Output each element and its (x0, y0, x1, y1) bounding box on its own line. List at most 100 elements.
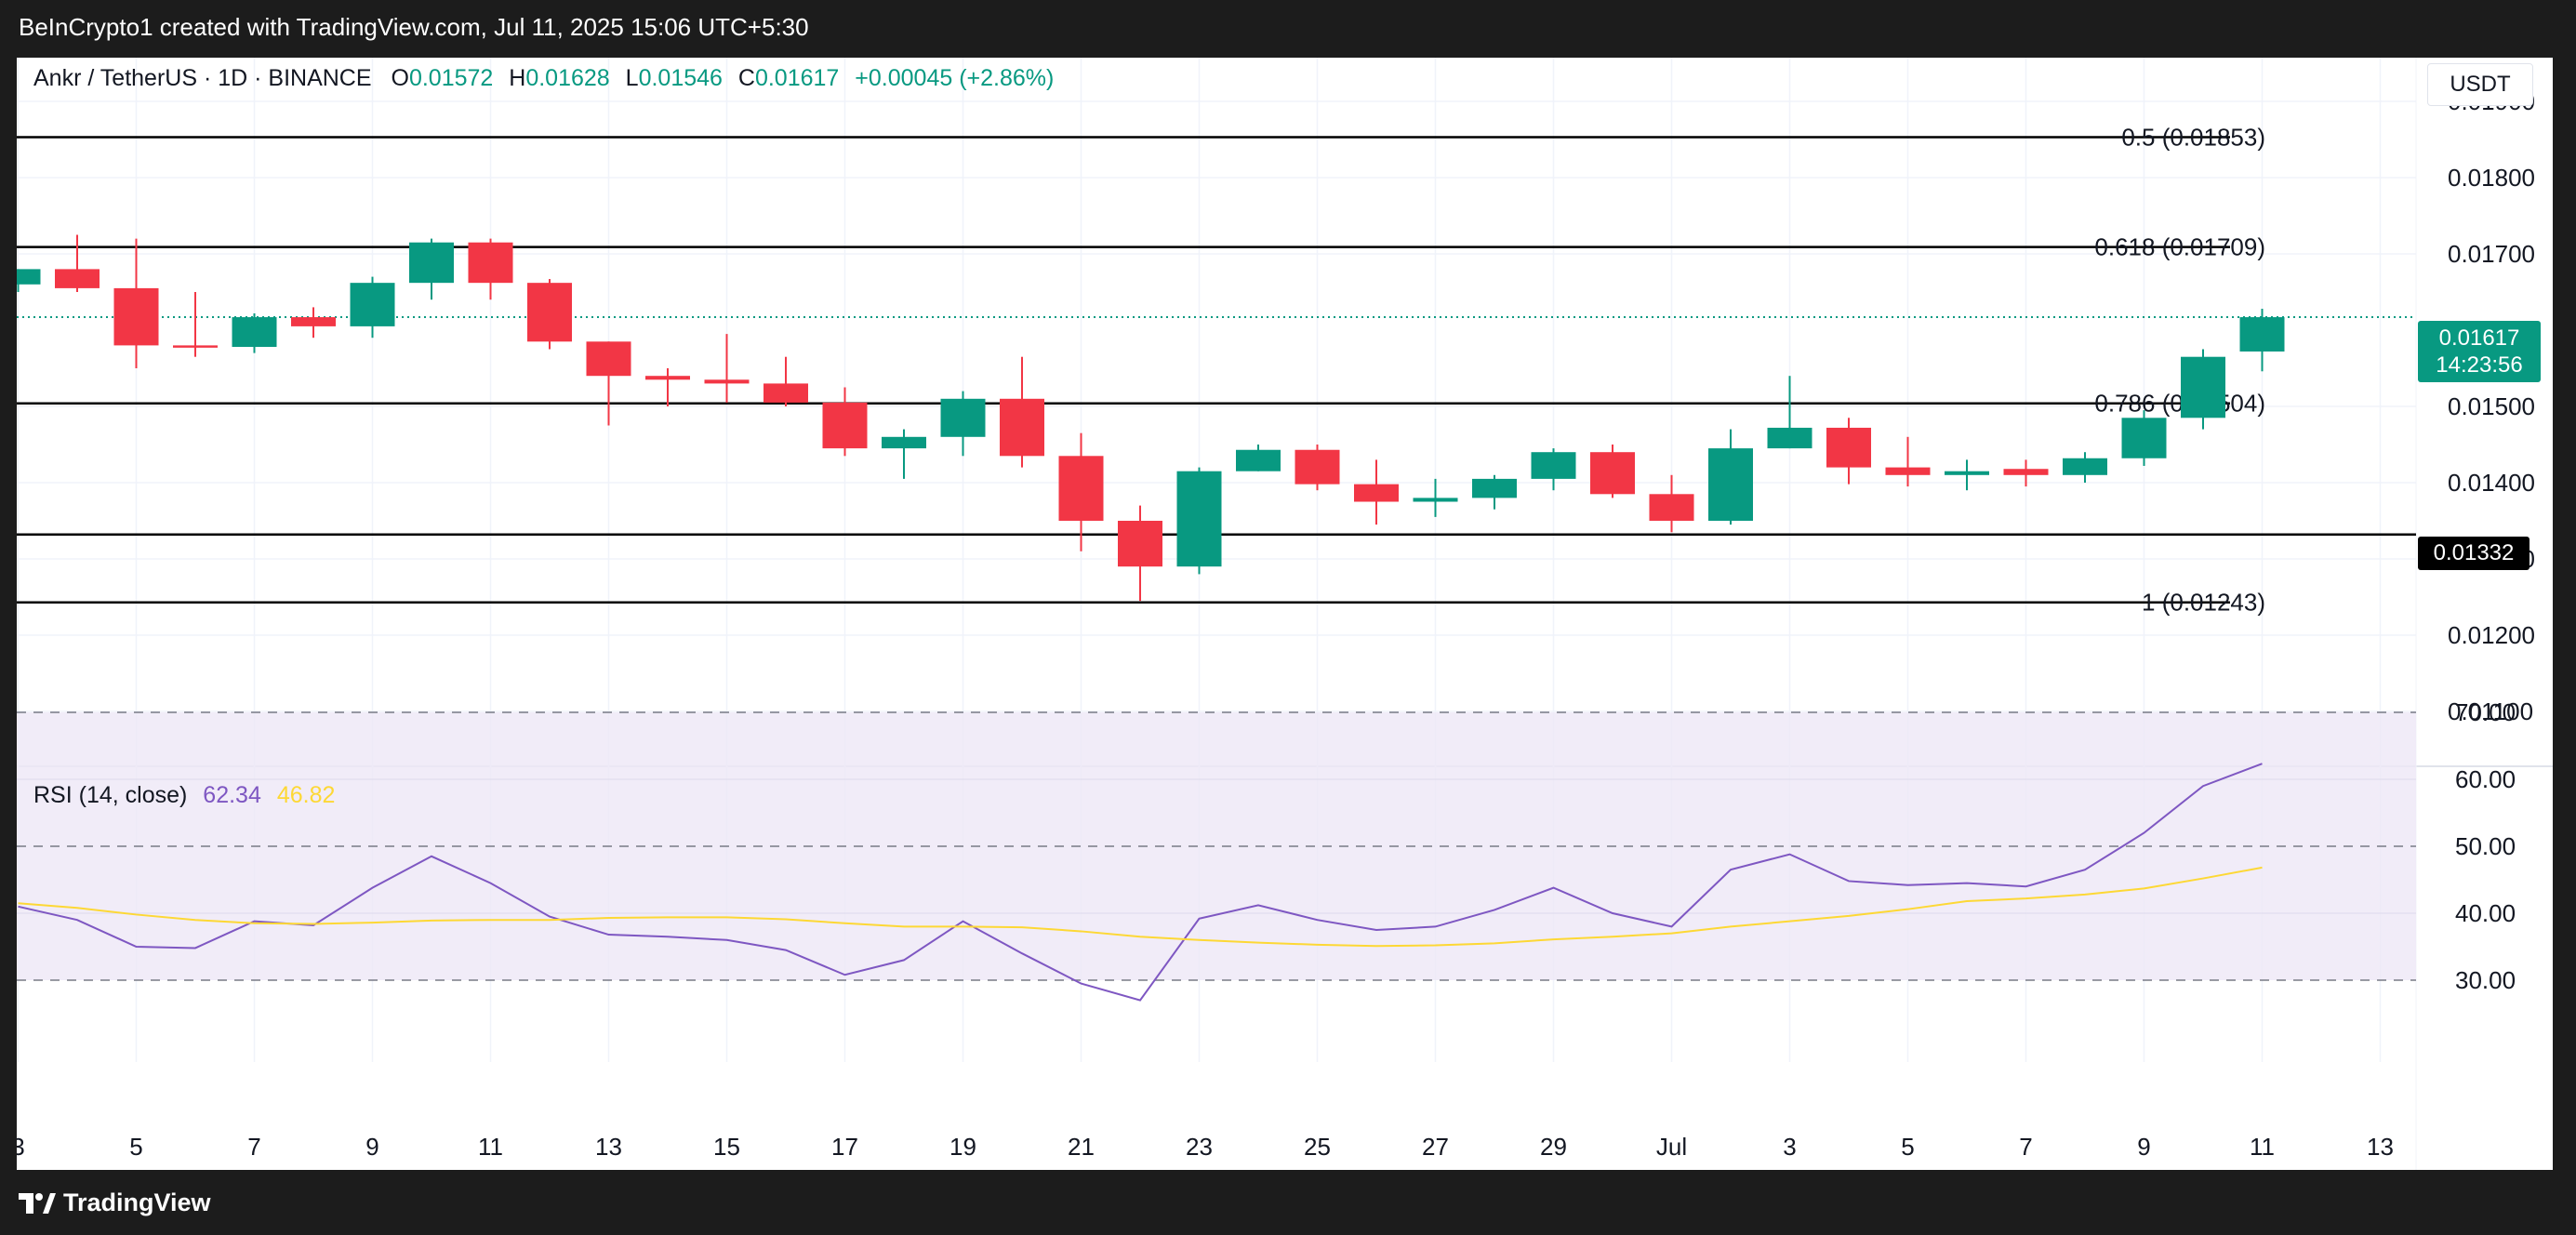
price-tick-label: 0.01100 (2448, 697, 2533, 725)
x-tick-label: 11 (478, 1133, 503, 1161)
tradingview-logo-text: TradingView (63, 1189, 211, 1216)
chart-panel[interactable]: 357911131517192123252729Jul357911130.019… (17, 58, 2553, 1170)
candle-body (113, 287, 159, 346)
rsi-label: RSI (14, close) (33, 782, 188, 808)
candle-body (1176, 471, 1222, 567)
x-tick-label: 9 (365, 1133, 378, 1161)
candle-body (527, 283, 572, 342)
candle-body (350, 283, 395, 326)
x-tick-label: 7 (247, 1133, 260, 1161)
fib-level-label: 0.5 (0.01853) (2121, 124, 2265, 152)
rsi-tick-label: 60.00 (2455, 765, 2516, 793)
open-value: 0.01572 (408, 65, 494, 91)
candle-body (1590, 452, 1635, 495)
x-tick-label: 25 (1304, 1133, 1331, 1161)
candle-body (586, 341, 631, 377)
candle-body (1118, 521, 1162, 567)
x-tick-label: 13 (595, 1133, 622, 1161)
candle-body (1767, 427, 1812, 449)
change-value: +0.00045 (+2.86%) (855, 65, 1055, 91)
x-tick-label: 27 (1422, 1133, 1449, 1161)
candle-body (1531, 452, 1576, 479)
price-tick-label: 0.01200 (2448, 621, 2535, 649)
candle-body (291, 317, 336, 326)
candle-body (468, 242, 513, 284)
last-price-badge: 0.01617 14:23:56 (2418, 321, 2541, 382)
currency-button[interactable]: USDT (2427, 63, 2533, 106)
candle-body (764, 383, 808, 403)
candle-body (1000, 398, 1044, 457)
line-price-badge: 0.01332 (2418, 537, 2530, 570)
x-tick-label: 19 (949, 1133, 976, 1161)
candle-body (1472, 478, 1517, 498)
candle-body (645, 376, 690, 380)
high-label: H (509, 65, 526, 91)
candle-body (882, 436, 926, 449)
tradingview-logo-icon (19, 1192, 56, 1214)
ohlc-legend: Ankr / TetherUS · 1D · BINANCE O0.01572 … (33, 65, 1054, 92)
candle-body (1236, 449, 1281, 471)
low-value: 0.01546 (638, 65, 723, 91)
fib-level-label: 1 (0.01243) (2142, 589, 2265, 617)
rsi-tick-label: 70.00 (2455, 698, 2516, 726)
fib-level-label: 0.618 (0.01709) (2094, 233, 2265, 261)
candle-body (1295, 449, 1340, 485)
candle-body (173, 345, 218, 348)
rsi-tick-label: 30.00 (2455, 966, 2516, 994)
line-price-value: 0.01332 (2433, 540, 2515, 565)
chart-canvas[interactable]: 357911131517192123252729Jul357911130.019… (17, 58, 2553, 1170)
candle-body (2181, 356, 2225, 418)
attribution-text: BeInCrypto1 created with TradingView.com… (19, 13, 809, 41)
candle-body (940, 398, 986, 437)
price-tick-label: 0.01500 (2448, 392, 2535, 420)
x-tick-label: 17 (831, 1133, 858, 1161)
last-price-value: 0.01617 (2438, 325, 2520, 351)
candle-body (1945, 471, 1989, 475)
rsi-tick-label: 40.00 (2455, 899, 2516, 927)
candle-body (2121, 418, 2167, 458)
x-tick-label: 21 (1068, 1133, 1095, 1161)
candle-body (822, 402, 868, 449)
price-tick-label: 0.01700 (2448, 240, 2535, 268)
x-tick-label: 23 (1186, 1133, 1213, 1161)
candle-body (1885, 467, 1931, 475)
rsi-tick-label: 50.00 (2455, 832, 2516, 860)
x-tick-label: 5 (1901, 1133, 1914, 1161)
bar-countdown: 14:23:56 (2436, 352, 2523, 378)
price-tick-label: 0.01400 (2448, 469, 2535, 497)
x-tick-label: 13 (2367, 1133, 2394, 1161)
rsi-line (18, 763, 2263, 1002)
open-label: O (391, 65, 409, 91)
candle-body (17, 269, 41, 285)
candle-body (2239, 317, 2285, 352)
candle-body (1708, 448, 1753, 521)
top-bar: BeInCrypto1 created with TradingView.com… (0, 0, 2576, 58)
x-tick-label: 7 (2019, 1133, 2032, 1161)
rsi-ma-line (18, 866, 2263, 948)
close-value: 0.01617 (754, 65, 840, 91)
low-label: L (625, 65, 639, 91)
x-tick-label: 3 (17, 1133, 25, 1161)
currency-label: USDT (2450, 72, 2511, 97)
candle-body (1354, 484, 1399, 502)
x-tick-label: 9 (2137, 1133, 2150, 1161)
candle-body (1058, 456, 1104, 521)
x-tick-label: 5 (129, 1133, 142, 1161)
candle-body (1826, 427, 1871, 468)
candle-body (232, 317, 277, 348)
candle-body (1413, 498, 1458, 502)
rsi-ma-value: 46.82 (276, 782, 336, 808)
high-value: 0.01628 (525, 65, 610, 91)
rsi-legend: RSI (14, close) 62.34 46.82 (33, 782, 335, 809)
x-tick-label: 3 (1783, 1133, 1796, 1161)
price-tick-label: 0.01800 (2448, 164, 2535, 192)
x-tick-label: Jul (1656, 1133, 1687, 1161)
x-tick-label: 29 (1540, 1133, 1567, 1161)
x-tick-label: 15 (713, 1133, 740, 1161)
candle-body (409, 242, 454, 284)
candle-body (1649, 494, 1694, 521)
candle-body (2063, 458, 2107, 475)
tradingview-logo[interactable]: TradingView (19, 1189, 211, 1217)
fib-level-label: 0.786 (0.01504) (2094, 390, 2265, 418)
rsi-value: 62.34 (203, 782, 261, 808)
